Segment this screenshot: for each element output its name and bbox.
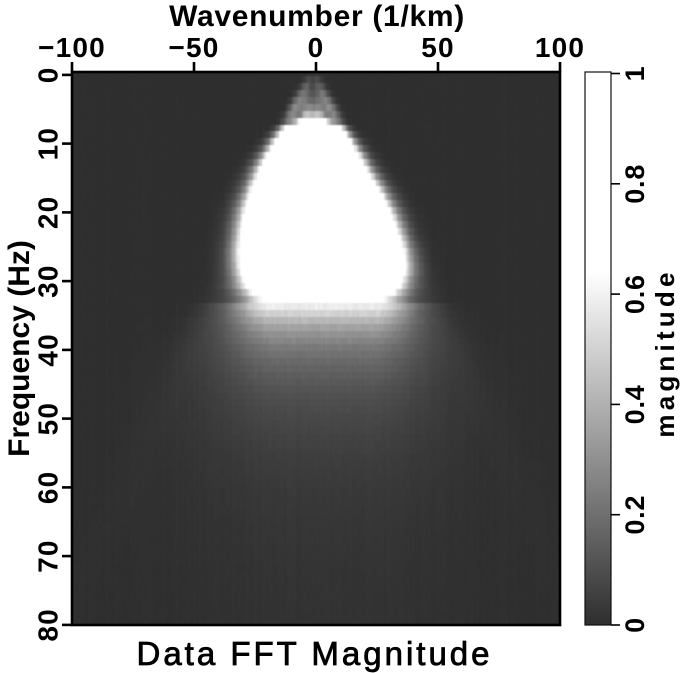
svg-text:−50: −50 (168, 32, 219, 63)
svg-text:0: 0 (620, 617, 650, 633)
svg-text:0: 0 (33, 67, 64, 84)
svg-text:20: 20 (33, 196, 64, 230)
svg-text:70: 70 (33, 539, 64, 573)
svg-text:Frequency (Hz): Frequency (Hz) (3, 240, 36, 457)
svg-text:50: 50 (33, 402, 64, 436)
svg-text:30: 30 (33, 264, 64, 298)
svg-text:Wavenumber (1/km): Wavenumber (1/km) (169, 0, 465, 33)
svg-text:−100: −100 (38, 32, 106, 63)
svg-text:60: 60 (33, 471, 64, 505)
svg-text:0.6: 0.6 (620, 274, 650, 314)
svg-text:80: 80 (33, 608, 64, 642)
svg-text:0: 0 (308, 32, 325, 63)
svg-text:1: 1 (620, 66, 650, 82)
svg-text:0.2: 0.2 (620, 495, 650, 535)
svg-text:0.4: 0.4 (620, 384, 650, 424)
svg-text:Data FFT Magnitude: Data FFT Magnitude (136, 635, 492, 672)
svg-text:magnitude: magnitude (650, 268, 680, 437)
svg-text:0.8: 0.8 (620, 164, 650, 204)
svg-text:40: 40 (33, 333, 64, 367)
svg-text:100: 100 (535, 32, 585, 63)
svg-text:50: 50 (421, 32, 455, 63)
svg-text:10: 10 (33, 127, 64, 161)
